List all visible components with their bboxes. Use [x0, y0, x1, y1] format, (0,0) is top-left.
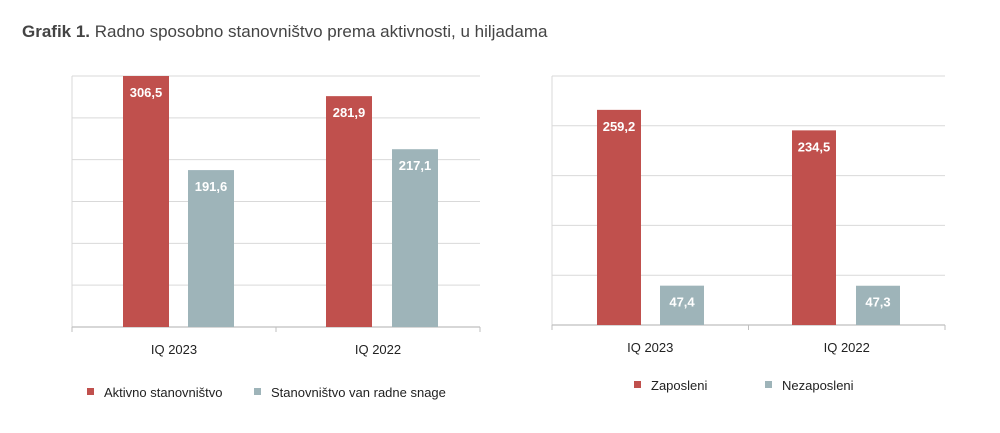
data-label: 47,3 [865, 295, 890, 310]
legend-swatch [765, 381, 772, 388]
x-tick-label: IQ 2022 [824, 340, 870, 355]
legend-swatch [634, 381, 641, 388]
title-prefix: Grafik 1. [22, 22, 91, 41]
data-label: 191,6 [195, 179, 228, 194]
legend-label: Aktivno stanovništvo [104, 385, 223, 400]
bar-nezaposleni-iq-2022 [856, 285, 900, 325]
data-label: 47,4 [669, 295, 695, 310]
bar-aktivno-stanovni-tvo-iq-2022 [326, 96, 372, 328]
bar-zaposleni-iq-2023 [597, 109, 641, 325]
data-label: 281,9 [333, 105, 366, 120]
data-label: 259,2 [603, 119, 636, 134]
data-label: 217,1 [399, 158, 432, 173]
legend-label: Nezaposleni [782, 378, 854, 393]
bar-zaposleni-iq-2022 [792, 130, 836, 325]
x-tick-label: IQ 2022 [355, 342, 401, 357]
bar-stanovni-tvo-van-radne-snage-iq-2023 [188, 170, 234, 327]
title-text: Radno sposobno stanovništvo prema aktivn… [94, 22, 548, 41]
legend-label: Zaposleni [651, 378, 707, 393]
bar-nezaposleni-iq-2023 [660, 285, 704, 325]
bar-aktivno-stanovni-tvo-iq-2023 [123, 76, 169, 327]
legend-swatch [87, 388, 94, 395]
data-label: 234,5 [798, 139, 831, 154]
x-tick-label: IQ 2023 [627, 340, 673, 355]
x-tick-label: IQ 2023 [151, 342, 197, 357]
chart-title: Grafik 1. Radno sposobno stanovništvo pr… [22, 22, 547, 42]
legend-swatch [254, 388, 261, 395]
legend-label: Stanovništvo van radne snage [271, 385, 446, 400]
bar-stanovni-tvo-van-radne-snage-iq-2022 [392, 149, 438, 327]
data-label: 306,5 [130, 85, 163, 100]
